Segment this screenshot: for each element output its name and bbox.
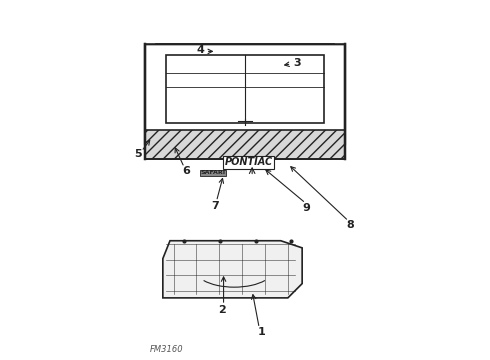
Polygon shape (145, 130, 345, 158)
Text: 4: 4 (196, 45, 204, 55)
Polygon shape (163, 241, 302, 298)
Text: 3: 3 (293, 58, 300, 68)
Text: FM3160: FM3160 (149, 345, 183, 354)
Text: 1: 1 (257, 327, 265, 337)
Text: 8: 8 (346, 220, 354, 230)
Text: 2: 2 (218, 305, 226, 315)
Text: 9: 9 (302, 203, 310, 213)
Text: 6: 6 (182, 166, 190, 176)
Text: PONTIAC: PONTIAC (224, 157, 272, 167)
Text: 7: 7 (211, 201, 219, 211)
Text: SAFARI: SAFARI (200, 170, 225, 175)
Text: 5: 5 (134, 149, 142, 159)
